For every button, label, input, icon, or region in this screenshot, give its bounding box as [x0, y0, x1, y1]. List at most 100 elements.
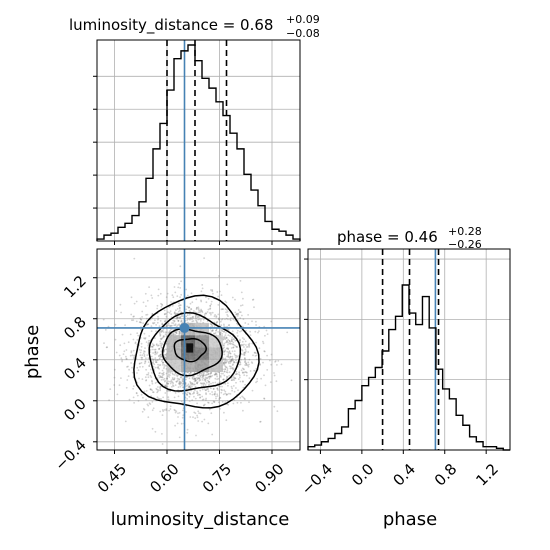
joint-scatter-point — [160, 345, 163, 347]
joint-scatter-point — [166, 381, 168, 384]
joint-scatter-point — [194, 379, 196, 381]
joint-scatter-point — [229, 355, 232, 358]
joint-scatter-point — [189, 317, 192, 319]
joint-scatter-point — [180, 315, 183, 318]
joint-scatter-point — [205, 397, 208, 400]
joint-scatter-point — [164, 380, 166, 383]
joint-scatter-point — [222, 351, 225, 353]
joint-scatter-point — [198, 379, 201, 382]
joint-scatter-point — [139, 354, 142, 357]
joint-scatter-point — [167, 332, 170, 334]
joint-scatter-point — [228, 375, 231, 377]
joint-scatter-point — [178, 330, 181, 333]
joint-scatter-point — [245, 364, 248, 366]
joint-scatter-point — [215, 316, 218, 318]
joint-scatter-point — [153, 348, 156, 351]
joint-scatter-point — [142, 352, 145, 355]
joint-scatter-point — [274, 361, 276, 363]
joint-scatter-point — [235, 322, 238, 325]
joint-scatter-point — [164, 392, 167, 394]
joint-scatter-point — [196, 382, 199, 385]
joint-scatter-point — [266, 369, 269, 371]
joint-scatter-point — [239, 363, 242, 366]
joint-scatter-point — [219, 385, 222, 388]
joint-scatter-point — [219, 375, 222, 377]
joint-scatter-point — [168, 312, 171, 314]
joint-scatter-point — [208, 381, 210, 383]
joint-scatter-point — [234, 339, 237, 342]
joint-scatter-point — [222, 308, 225, 310]
joint-scatter-point — [189, 393, 192, 396]
joint-scatter-point — [218, 398, 220, 400]
joint-scatter-point — [235, 313, 238, 316]
joint-scatter-point — [244, 371, 247, 373]
joint-scatter-point — [219, 376, 222, 378]
joint-scatter-point — [244, 348, 247, 351]
joint-scatter-point — [200, 309, 203, 312]
joint-scatter-point — [123, 342, 126, 345]
joint-scatter-point — [165, 325, 168, 327]
joint-scatter-point — [173, 286, 176, 288]
joint-scatter-point — [215, 321, 218, 324]
joint-scatter-point — [245, 329, 247, 332]
joint-scatter-point — [144, 292, 147, 295]
joint-scatter-point — [245, 374, 248, 377]
joint-scatter-point — [145, 317, 148, 320]
joint-scatter-point — [229, 318, 232, 321]
joint-scatter-point — [189, 392, 191, 395]
joint-scatter-point — [158, 347, 161, 350]
joint-scatter-point — [225, 341, 227, 344]
joint-scatter-point — [286, 331, 289, 334]
joint-scatter-point — [158, 358, 161, 361]
joint-scatter-point — [169, 325, 172, 328]
joint-scatter-point — [157, 363, 159, 366]
joint-scatter-point — [178, 412, 181, 414]
joint-scatter-point — [191, 377, 194, 380]
joint-scatter-point — [139, 366, 141, 368]
joint-scatter-point — [240, 369, 243, 372]
joint-scatter-point — [164, 353, 167, 356]
joint-scatter-point — [210, 375, 212, 378]
joint-scatter-point — [217, 317, 220, 320]
joint-scatter-point — [247, 323, 250, 325]
joint-scatter-point — [276, 364, 278, 366]
joint-scatter-point — [214, 377, 217, 380]
joint-scatter-point — [151, 345, 153, 348]
joint-scatter-point — [206, 387, 209, 390]
joint-scatter-point — [197, 377, 200, 379]
joint-scatter-point — [159, 355, 162, 358]
joint-scatter-point — [158, 348, 161, 350]
phase-xtick-label-2: 0.4 — [389, 460, 419, 490]
joint-scatter-point — [164, 357, 167, 360]
joint-scatter-point — [177, 310, 180, 313]
joint-scatter-point — [194, 314, 197, 317]
joint-scatter-point — [159, 375, 162, 377]
joint-scatter-point — [214, 373, 217, 376]
joint-scatter-point — [180, 320, 182, 323]
joint-scatter-point — [193, 380, 196, 383]
joint-scatter-point — [160, 337, 163, 340]
joint-scatter-point — [181, 315, 184, 318]
joint-scatter-point — [199, 396, 201, 399]
joint-scatter-point — [229, 335, 231, 337]
joint-scatter-point — [141, 410, 144, 413]
joint-scatter-point — [179, 316, 182, 319]
joint-scatter-point — [198, 315, 201, 318]
joint-scatter-point — [133, 354, 136, 357]
joint-scatter-point — [162, 336, 165, 339]
phase-title-lower-error: −0.26 — [448, 238, 482, 251]
joint-scatter-point — [227, 361, 230, 364]
joint-scatter-point — [232, 341, 235, 344]
joint-scatter-point — [216, 291, 219, 293]
joint-scatter-point — [210, 289, 212, 291]
joint-scatter-point — [177, 416, 179, 418]
joint-density-panel: 0.45 0.60 0.75 0.90 −0.4 0.0 0.4 0.8 1.2 luminos… — [22, 248, 301, 530]
joint-scatter-point — [270, 320, 273, 323]
joint-scatter-point — [203, 382, 205, 384]
joint-scatter-point — [231, 350, 234, 353]
joint-scatter-point — [123, 350, 126, 353]
joint-scatter-point — [241, 314, 243, 317]
joint-scatter-point — [215, 329, 217, 332]
joint-scatter-point — [172, 384, 174, 386]
joint-scatter-point — [193, 377, 196, 380]
